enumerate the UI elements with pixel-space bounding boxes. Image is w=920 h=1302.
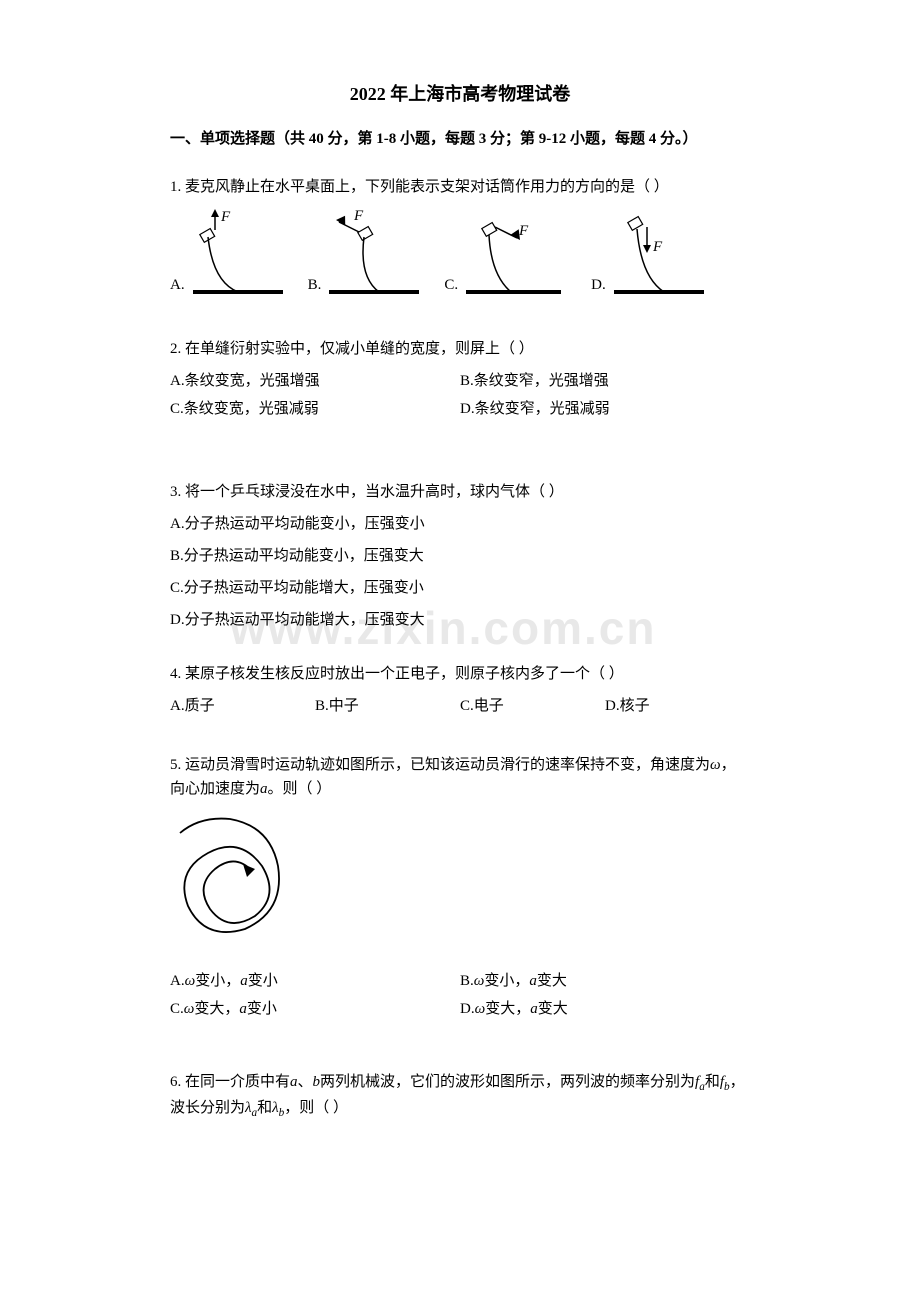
force-label: F: [652, 239, 663, 255]
q3-option-d: D.分子热运动平均动能增大，压强变大: [170, 608, 750, 632]
q1-diagram-a: F: [188, 207, 288, 297]
q4-options: A.质子 B.中子 C.电子 D.核子: [170, 694, 750, 718]
q3-options: A.分子热运动平均动能变小，压强变小 B.分子热运动平均动能变小，压强变大 C.…: [170, 512, 750, 632]
section-header: 一、单项选择题（共 40 分，第 1-8 小题，每题 3 分；第 9-12 小题…: [170, 127, 750, 151]
q5-option-b: B.ω变小，a变大: [460, 969, 750, 993]
question-5: 5. 运动员滑雪时运动轨迹如图所示，已知该运动员滑行的速率保持不变，角速度为ω，…: [170, 753, 750, 1025]
q1-options: A. F B. F C.: [170, 207, 750, 297]
q3-stem: 3. 将一个乒乓球浸没在水中，当水温升高时，球内气体（ ）: [170, 480, 750, 504]
force-label: F: [518, 223, 529, 239]
q5-diagram: [170, 811, 750, 949]
q5-options: A.ω变小，a变小 B.ω变小，a变大 C.ω变大，a变小 D.ω变大，a变大: [170, 969, 750, 1025]
q2-option-d: D.条纹变窄，光强减弱: [460, 397, 750, 421]
q1-diagram-b: F: [324, 207, 424, 297]
spiral-icon: [170, 811, 300, 941]
exam-title: 2022 年上海市高考物理试卷: [170, 80, 750, 109]
q3-option-a: A.分子热运动平均动能变小，压强变小: [170, 512, 750, 536]
q1-diagram-c: F: [461, 207, 571, 297]
q6-stem: 6. 在同一介质中有a、b两列机械波，它们的波形如图所示，两列波的频率分别为fa…: [170, 1070, 750, 1122]
q1-diagram-d: F: [609, 207, 709, 297]
q1-option-b: B. F: [308, 207, 425, 297]
q5-option-c: C.ω变大，a变小: [170, 997, 460, 1021]
q2-stem: 2. 在单缝衍射实验中，仅减小单缝的宽度，则屏上（ ）: [170, 337, 750, 361]
q1-stem: 1. 麦克风静止在水平桌面上，下列能表示支架对话筒作用力的方向的是（ ）: [170, 175, 750, 199]
q2-option-b: B.条纹变窄，光强增强: [460, 369, 750, 393]
question-2: 2. 在单缝衍射实验中，仅减小单缝的宽度，则屏上（ ） A.条纹变宽，光强增强 …: [170, 337, 750, 425]
q1-label-d: D.: [591, 273, 606, 297]
q4-option-d: D.核子: [605, 694, 750, 718]
force-label: F: [353, 208, 364, 224]
force-label: F: [220, 209, 231, 225]
q4-option-c: C.电子: [460, 694, 605, 718]
question-6: 6. 在同一介质中有a、b两列机械波，它们的波形如图所示，两列波的频率分别为fa…: [170, 1070, 750, 1122]
q2-option-a: A.条纹变宽，光强增强: [170, 369, 460, 393]
q4-option-a: A.质子: [170, 694, 315, 718]
q4-stem: 4. 某原子核发生核反应时放出一个正电子，则原子核内多了一个（ ）: [170, 662, 750, 686]
q1-label-a: A.: [170, 273, 185, 297]
question-4: 4. 某原子核发生核反应时放出一个正电子，则原子核内多了一个（ ） A.质子 B…: [170, 662, 750, 718]
q5-option-a: A.ω变小，a变小: [170, 969, 460, 993]
q1-label-b: B.: [308, 273, 322, 297]
q4-option-b: B.中子: [315, 694, 460, 718]
q2-option-c: C.条纹变宽，光强减弱: [170, 397, 460, 421]
q1-option-d: D. F: [591, 207, 709, 297]
q1-option-a: A. F: [170, 207, 288, 297]
q1-label-c: C.: [444, 273, 458, 297]
q3-option-b: B.分子热运动平均动能变小，压强变大: [170, 544, 750, 568]
q5-option-d: D.ω变大，a变大: [460, 997, 750, 1021]
q1-option-c: C. F: [444, 207, 571, 297]
q5-stem: 5. 运动员滑雪时运动轨迹如图所示，已知该运动员滑行的速率保持不变，角速度为ω，…: [170, 753, 750, 801]
q3-option-c: C.分子热运动平均动能增大，压强变小: [170, 576, 750, 600]
question-1: 1. 麦克风静止在水平桌面上，下列能表示支架对话筒作用力的方向的是（ ） A. …: [170, 175, 750, 297]
question-3: 3. 将一个乒乓球浸没在水中，当水温升高时，球内气体（ ） A.分子热运动平均动…: [170, 480, 750, 632]
q2-options: A.条纹变宽，光强增强 B.条纹变窄，光强增强 C.条纹变宽，光强减弱 D.条纹…: [170, 369, 750, 425]
